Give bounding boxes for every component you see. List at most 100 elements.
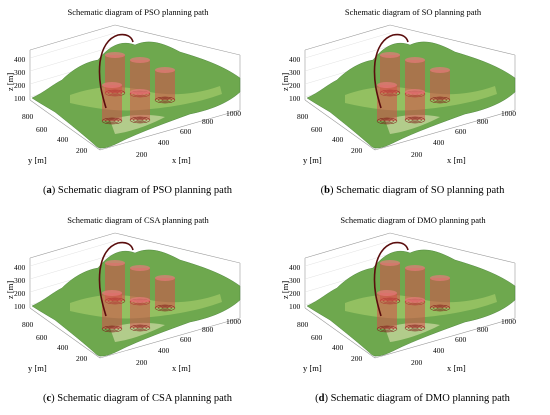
z-tick: 300: [289, 68, 301, 77]
x-tick: 600: [455, 127, 467, 136]
axis-box-line: [29, 307, 101, 359]
x-tick: 400: [433, 346, 445, 355]
grid-line: [304, 240, 391, 267]
y-tick: 600: [311, 333, 323, 342]
obstacle-cylinder-top: [102, 82, 122, 88]
obstacle-contour: [408, 117, 422, 123]
caption: (a) Schematic diagram of PSO planning pa…: [43, 185, 232, 196]
obstacle-cylinder: [130, 92, 150, 120]
y-tick: 800: [22, 112, 34, 121]
obstacle-contour: [429, 304, 451, 312]
obstacle-cylinder-top: [105, 52, 125, 58]
obstacle-contour: [433, 305, 447, 311]
obstacle-cylinder: [405, 60, 425, 94]
obstacle-contour: [158, 97, 172, 103]
z-tick: 300: [14, 276, 26, 285]
y-tick: 600: [311, 125, 323, 134]
obstacle-cylinder: [130, 268, 150, 302]
obstacle-cylinder: [405, 268, 425, 302]
obstacle-cylinder-top: [155, 67, 175, 73]
x-tick: 800: [202, 117, 214, 126]
obstacle-cylinder-top: [380, 52, 400, 58]
terrain-scene: [304, 24, 516, 151]
obstacle-contour: [408, 325, 422, 331]
obstacle-cylinder-top: [130, 89, 150, 95]
y-tick: 800: [297, 320, 309, 329]
obstacle-contour: [161, 306, 169, 310]
axis-box-line: [29, 24, 116, 51]
obstacle-contour: [101, 117, 123, 125]
obstacle-contour: [105, 118, 119, 124]
obstacle-cylinder-top: [405, 297, 425, 303]
obstacle-cylinder-top: [130, 265, 150, 271]
planned-path-line: [373, 241, 409, 317]
axis-box-line: [99, 317, 241, 359]
z-tick: 300: [289, 276, 301, 285]
obstacle-cylinder-top: [405, 89, 425, 95]
grid-line: [29, 45, 116, 72]
pso-plot: Schematic diagram of PSO planning path z…: [5, 7, 241, 165]
z-tick: 200: [289, 289, 301, 298]
obstacle-contour: [158, 305, 172, 311]
x-axis-label: x [m]: [447, 155, 466, 165]
terrain-highlight: [110, 322, 165, 342]
y-tick: 400: [57, 135, 69, 144]
obstacle-contour: [436, 306, 444, 310]
planned-path-line: [98, 33, 134, 109]
obstacle-cylinder-top: [405, 57, 425, 63]
obstacle-cylinder-top: [430, 67, 450, 73]
x-tick: 800: [477, 117, 489, 126]
terrain-scene: [29, 24, 241, 151]
obstacle-contour: [404, 116, 426, 124]
obstacle-contour: [376, 117, 398, 125]
axis-box-line: [304, 24, 391, 51]
obstacle-cylinder: [155, 278, 175, 308]
obstacle-contour: [129, 324, 151, 332]
obstacle-cylinder-top: [430, 275, 450, 281]
obstacle-contour: [380, 326, 394, 332]
y-axis-label: y [m]: [28, 155, 47, 165]
plot-title: Schematic diagram of SO planning path: [345, 7, 482, 17]
z-tick: 100: [289, 94, 301, 103]
plot-title: Schematic diagram of PSO planning path: [68, 7, 210, 17]
terrain-highlight: [385, 114, 440, 134]
axis-box-line: [29, 99, 101, 151]
y-tick: 800: [22, 320, 34, 329]
obstacle-cylinder: [430, 70, 450, 100]
y-tick: 600: [36, 333, 48, 342]
y-axis-label: y [m]: [303, 155, 322, 165]
z-axis-label: z [m]: [5, 281, 15, 299]
obstacle-cylinder: [130, 300, 150, 328]
y-tick: 200: [76, 146, 88, 155]
y-tick: 400: [332, 343, 344, 352]
obstacle-cylinder-top: [155, 275, 175, 281]
obstacle-cylinder-top: [377, 290, 397, 296]
obstacle-cylinder: [405, 92, 425, 120]
obstacle-cylinder: [377, 85, 397, 121]
axis-box-line: [114, 24, 241, 56]
x-tick: 200: [411, 150, 423, 159]
y-tick: 800: [297, 112, 309, 121]
obstacle-cylinder-top: [380, 260, 400, 266]
grid-line: [304, 253, 391, 280]
obstacle-cylinder-top: [377, 82, 397, 88]
y-tick: 200: [76, 354, 88, 363]
z-tick: 100: [14, 94, 26, 103]
axis-box-line: [304, 232, 391, 259]
obstacle-contour: [376, 325, 398, 333]
obstacle-contour: [383, 327, 391, 331]
obstacle-cylinder: [130, 60, 150, 94]
obstacle-contour: [383, 119, 391, 123]
obstacle-cylinder: [102, 85, 122, 121]
obstacle-cylinder-top: [130, 297, 150, 303]
x-tick: 200: [136, 358, 148, 367]
obstacle-contour: [136, 118, 144, 122]
obstacle-contour: [161, 98, 169, 102]
obstacle-contour: [411, 326, 419, 330]
grid-line: [304, 45, 391, 72]
terrain-highlight: [385, 322, 440, 342]
obstacle-contour: [129, 116, 151, 124]
csa-plot: Schematic diagram of CSA planning path z…: [5, 215, 241, 373]
obstacle-contour: [133, 325, 147, 331]
grid-line: [304, 32, 391, 59]
